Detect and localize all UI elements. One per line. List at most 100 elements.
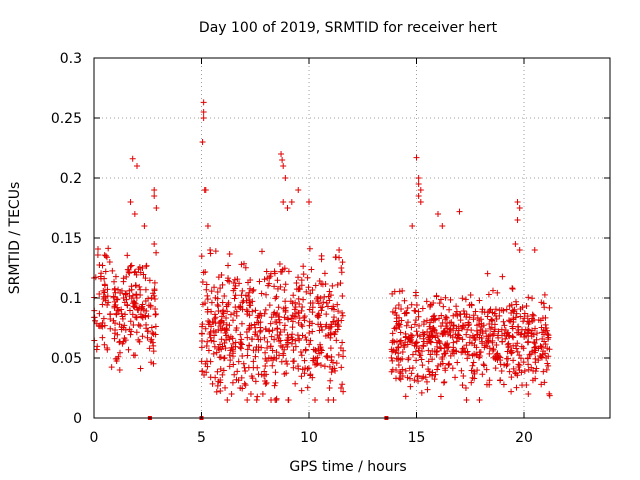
- data-point: [301, 357, 308, 364]
- data-point-peak: [204, 223, 211, 229]
- data-point: [147, 302, 154, 309]
- data-point: [203, 286, 210, 293]
- data-point: [243, 306, 250, 313]
- data-point: [496, 307, 503, 314]
- data-point: [212, 248, 219, 255]
- data-point: [121, 335, 128, 342]
- data-point: [207, 329, 214, 336]
- data-point: [433, 351, 440, 358]
- data-point: [240, 260, 247, 267]
- data-point: [434, 366, 441, 373]
- data-point: [439, 330, 446, 337]
- data-point: [543, 366, 550, 373]
- data-point: [219, 325, 226, 332]
- data-point: [481, 309, 488, 316]
- data-point: [219, 281, 226, 288]
- data-point: [499, 273, 506, 280]
- data-point: [126, 287, 133, 294]
- y-tick-label: 0.15: [51, 231, 82, 247]
- data-point: [455, 332, 462, 339]
- data-point: [334, 321, 341, 328]
- data-point: [315, 314, 322, 321]
- data-point-peak: [336, 247, 343, 253]
- data-point-peak: [288, 199, 295, 205]
- data-point: [233, 376, 240, 383]
- data-point: [324, 354, 331, 361]
- data-point: [271, 309, 278, 316]
- data-point: [217, 285, 224, 292]
- data-point: [124, 252, 131, 259]
- data-point: [218, 336, 225, 343]
- data-point-peak: [284, 205, 291, 211]
- data-point: [492, 312, 499, 319]
- data-point: [441, 328, 448, 335]
- data-point: [242, 368, 249, 375]
- data-point: [271, 283, 278, 290]
- data-point: [396, 314, 403, 321]
- data-point: [241, 380, 248, 387]
- data-point: [126, 269, 133, 276]
- data-point: [232, 339, 239, 346]
- data-point: [137, 311, 144, 318]
- data-point: [487, 331, 494, 338]
- data-point: [471, 350, 478, 357]
- y-tick-label: 0: [73, 411, 82, 427]
- data-point: [485, 291, 492, 298]
- data-point: [222, 329, 229, 336]
- data-point: [215, 320, 222, 327]
- data-point: [492, 306, 499, 313]
- data-point-low: [271, 382, 278, 389]
- data-point-peak: [282, 175, 289, 181]
- data-point: [479, 306, 486, 313]
- data-point: [446, 326, 453, 333]
- data-point: [306, 318, 313, 325]
- data-point: [101, 289, 108, 296]
- data-point: [246, 324, 253, 331]
- data-point: [246, 285, 253, 292]
- data-point: [238, 261, 245, 268]
- data-point: [287, 298, 294, 305]
- data-point: [253, 397, 260, 403]
- data-point: [329, 282, 336, 289]
- data-point: [446, 360, 453, 367]
- data-point: [483, 339, 490, 346]
- data-point: [510, 319, 517, 326]
- data-point: [272, 295, 279, 302]
- data-point: [99, 319, 106, 326]
- data-point: [540, 368, 547, 375]
- data-point: [411, 342, 418, 349]
- data-point: [330, 397, 337, 403]
- data-point: [240, 360, 247, 367]
- data-point: [105, 299, 112, 306]
- data-point: [541, 338, 548, 345]
- data-point: [272, 369, 279, 376]
- data-point: [292, 343, 299, 350]
- data-point: [447, 296, 454, 303]
- data-point: [267, 270, 274, 277]
- data-point: [521, 330, 528, 337]
- data-point: [150, 331, 157, 338]
- data-point: [529, 315, 536, 322]
- data-point: [460, 322, 467, 329]
- data-point: [518, 326, 525, 333]
- data-point: [198, 358, 205, 365]
- data-point: [248, 373, 255, 380]
- data-point: [525, 366, 532, 373]
- data-point: [133, 294, 140, 301]
- data-point: [294, 363, 301, 370]
- data-point: [393, 367, 400, 374]
- data-point: [237, 331, 244, 338]
- data-point: [282, 298, 289, 305]
- data-point: [112, 327, 119, 334]
- data-point-low: [402, 393, 409, 400]
- data-point: [146, 277, 153, 284]
- data-point: [471, 342, 478, 349]
- data-point: [244, 346, 251, 353]
- data-point: [418, 356, 425, 363]
- data-point: [132, 352, 139, 359]
- data-point-peak: [417, 187, 424, 193]
- data-point: [152, 323, 159, 330]
- data-point: [463, 311, 470, 318]
- data-point: [513, 384, 520, 391]
- data-point: [339, 381, 346, 388]
